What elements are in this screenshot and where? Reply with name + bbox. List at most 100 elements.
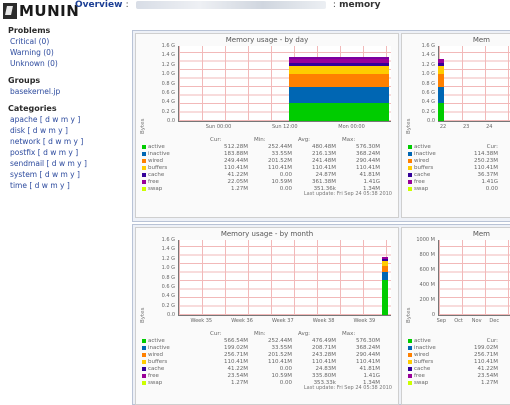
- legend-value: 1.27M: [481, 380, 498, 386]
- memory-stack-area: [382, 259, 388, 261]
- category-label[interactable]: apache: [10, 115, 38, 124]
- x-tick-label: Nov: [471, 318, 482, 324]
- y-tick-label: 0.0: [427, 118, 435, 124]
- legend: Cur: Min: Avg: Max: active 512.28M 252.44M 480.…: [142, 137, 392, 207]
- categories-heading: Categories: [8, 104, 57, 113]
- legend-value: 243.28M: [312, 352, 336, 358]
- legend-swatch: [408, 172, 412, 177]
- group-link[interactable]: basekernel.jp: [10, 87, 61, 96]
- legend-value: 576.30M: [356, 144, 380, 150]
- problems-critical-link[interactable]: Critical (0): [10, 37, 50, 46]
- category-dwmy-links[interactable]: [ d w m y ]: [39, 170, 80, 179]
- memory-stack-area: [289, 59, 389, 63]
- category-disk[interactable]: disk [ d w m y ]: [10, 126, 128, 136]
- legend-series-name: inactive: [414, 345, 436, 351]
- legend-value: 110.41M: [312, 359, 336, 365]
- legend-value: 208.71M: [312, 345, 336, 351]
- category-label[interactable]: time: [10, 181, 27, 190]
- problems-warning-link[interactable]: Warning (0): [10, 48, 54, 57]
- category-dwmy-links[interactable]: [ d w m y ]: [39, 115, 81, 124]
- y-tick-label: 0: [431, 312, 435, 318]
- legend-swatch: [408, 366, 412, 371]
- y-tick-label: 800 M: [419, 252, 435, 258]
- y-tick-label: 0.6 G: [161, 283, 175, 290]
- y-tick-label: 1.0 G: [161, 71, 175, 78]
- legend-value: 566.54M: [224, 338, 248, 344]
- category-dwmy-links[interactable]: [ d w m y ]: [42, 137, 84, 146]
- legend-column-header: Min:: [254, 331, 266, 337]
- breadcrumb-separator: :: [125, 0, 129, 10]
- memory-stack-area: [289, 66, 389, 74]
- last-update: Last update: Fri Sep 24 05:38 2010: [303, 191, 392, 197]
- category-postfix[interactable]: postfix [ d w m y ]: [10, 148, 128, 158]
- legend-value: 335.80M: [312, 373, 336, 379]
- graph-month[interactable]: Memory usage - by month Bytes 1.6 G 1.4 G…: [135, 227, 399, 405]
- overview-link[interactable]: Overview: [75, 0, 123, 10]
- category-system[interactable]: system [ d w m y ]: [10, 170, 128, 180]
- graph-day[interactable]: Memory usage - by day Bytes 1.6 G 1.4 G 1.…: [135, 33, 399, 218]
- x-tick-label: 22: [439, 124, 447, 130]
- memory-stack-area: [289, 87, 389, 103]
- x-tick-label: Mon 00:00: [338, 124, 365, 130]
- legend-value: 201.52M: [268, 352, 292, 358]
- legend-value: 361.38M: [312, 179, 336, 185]
- legend-value: 256.71M: [474, 352, 498, 358]
- category-dwmy-links[interactable]: [ d w m y ]: [37, 148, 79, 157]
- legend-value: Cur:: [486, 338, 498, 344]
- y-tick-label: 0.6 G: [421, 89, 435, 96]
- category-dwmy-links[interactable]: [ d w m y ]: [27, 126, 68, 135]
- problems-unknown-link[interactable]: Unknown (0): [10, 59, 58, 68]
- category-dwmy-links[interactable]: [ d w m y ]: [46, 159, 87, 168]
- legend-value: 1.41G: [481, 179, 498, 185]
- legend-column-header: Max:: [342, 137, 356, 143]
- problems-group: Problems Critical (0) Warning (0) Unknow…: [8, 26, 128, 69]
- legend: active Cur: inactive 114.38M wired 250.23M buf…: [408, 137, 510, 207]
- legend-row: active Cur:: [408, 338, 510, 344]
- legend-series-name: wired: [414, 352, 430, 358]
- legend-series-name: free: [148, 179, 159, 185]
- category-label[interactable]: sendmail: [10, 159, 45, 168]
- y-tick-label: 1.6 G: [161, 237, 175, 243]
- legend-value: 110.41M: [268, 359, 292, 365]
- legend-value: 368.24M: [356, 345, 380, 351]
- category-label[interactable]: network: [10, 137, 41, 146]
- category-network[interactable]: network [ d w m y ]: [10, 137, 128, 147]
- x-tick-label: 24: [486, 124, 493, 130]
- y-axis-label: Bytes: [140, 118, 146, 134]
- legend-value: 10.59M: [271, 373, 293, 379]
- legend-row: cache 41.22M 0.00 24.87M 41.81M: [142, 172, 392, 178]
- legend-value: 183.88M: [224, 151, 248, 157]
- x-tick-label: Dec: [489, 318, 500, 324]
- category-sendmail[interactable]: sendmail [ d w m y ]: [10, 159, 128, 169]
- x-tick-label: Week 36: [231, 318, 253, 324]
- x-tick-label: Week 35: [190, 318, 213, 324]
- legend-row: free 1.41G: [408, 179, 510, 185]
- graph-week[interactable]: Mem Bytes 1.6 G 1.4 G 1.2 G 1.0 G 0.8 G 0.6 G…: [401, 33, 510, 218]
- category-label[interactable]: postfix: [10, 148, 36, 157]
- legend-value: 1.27M: [231, 186, 248, 192]
- munin-logo-icon: [3, 3, 17, 19]
- legend-row: cache 36.37M: [408, 172, 510, 178]
- y-tick-label: 1.2 G: [161, 255, 175, 262]
- category-label[interactable]: system: [10, 170, 38, 179]
- category-apache[interactable]: apache [ d w m y ]: [10, 115, 128, 125]
- memory-stack-area: [438, 74, 444, 87]
- legend-value: 110.41M: [474, 359, 498, 365]
- category-dwmy-links[interactable]: [ d w m y ]: [29, 181, 70, 190]
- munin-logo[interactable]: MUNIN: [3, 2, 79, 20]
- legend-series-name: active: [414, 144, 431, 150]
- x-tick-label: Sun 12:00: [272, 124, 298, 130]
- x-tick-label: Sun 00:00: [205, 124, 232, 130]
- category-label[interactable]: disk: [10, 126, 26, 135]
- legend-value: 256.71M: [224, 352, 248, 358]
- legend-swatch: [408, 186, 412, 191]
- graph-year[interactable]: Mem Bytes 1000 M 800 M 600 M 400 M 200 M 0 Sep…: [401, 227, 510, 405]
- y-tick-label: 0.4 G: [161, 99, 175, 106]
- legend-column-header: Cur:: [210, 137, 222, 143]
- category-time[interactable]: time [ d w m y ]: [10, 181, 128, 191]
- legend-value: 0.00: [279, 380, 292, 386]
- legend-value: 23.54M: [227, 373, 249, 379]
- y-tick-label: 0.2 G: [161, 108, 175, 115]
- legend-value: 36.37M: [477, 172, 499, 178]
- legend-value: 110.41M: [224, 165, 248, 171]
